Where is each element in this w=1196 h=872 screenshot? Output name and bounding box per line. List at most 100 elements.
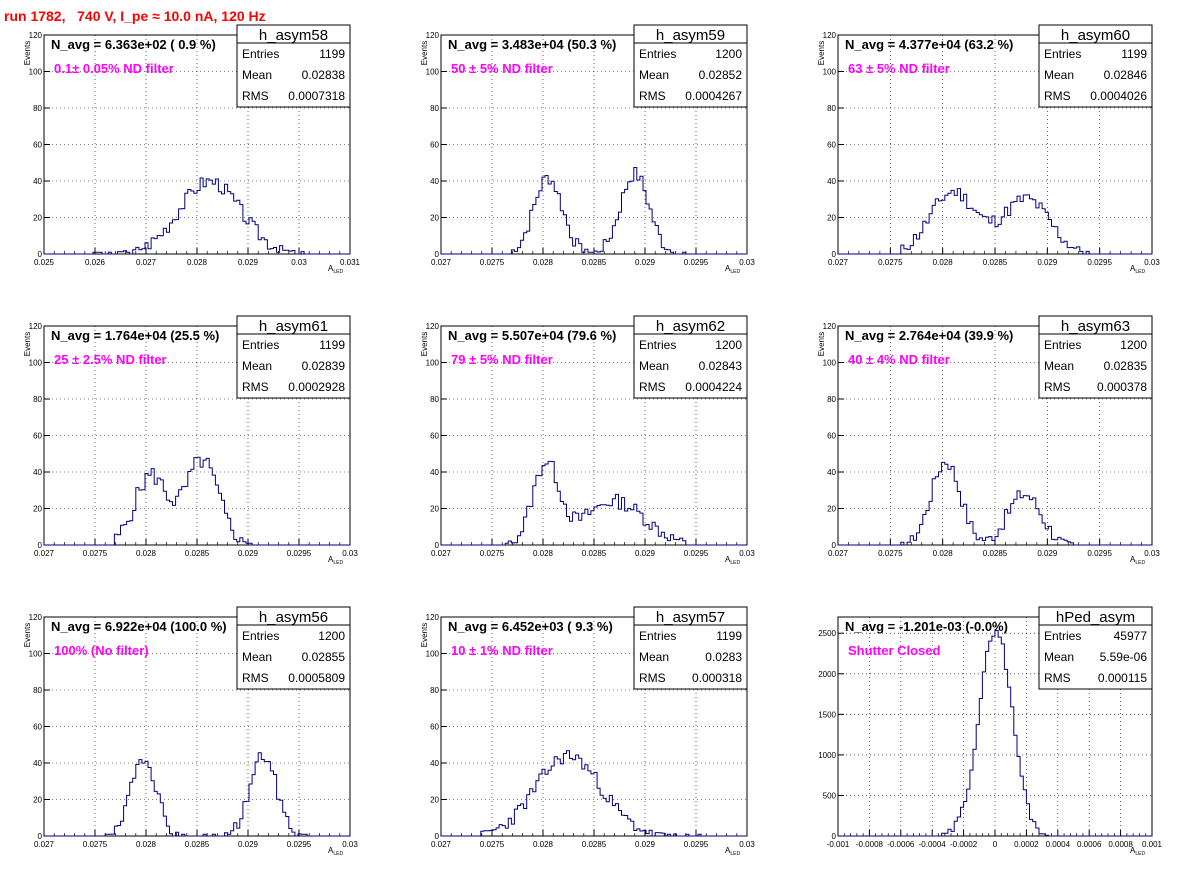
y-tick-label: 100 (29, 359, 43, 368)
stats-value: 0.0283 (705, 650, 742, 664)
y-tick-label: 20 (430, 796, 439, 805)
x-tick-label: 0.029 (1037, 549, 1058, 558)
x-tick-label: -0.001 (827, 840, 850, 849)
x-tick-label: 0.031 (340, 258, 361, 267)
y-tick-label: 0 (38, 250, 43, 259)
stats-label: Entries (242, 338, 279, 352)
x-tick-label: 0.029 (238, 840, 259, 849)
y-tick-label: 0 (832, 541, 837, 550)
stats-value: 0.000115 (1098, 671, 1147, 685)
x-tick-label: 0.0275 (480, 258, 505, 267)
stats-value: 0.02855 (302, 650, 346, 664)
y-tick-label: 60 (430, 723, 439, 732)
y-tick-label: 0 (832, 832, 837, 841)
y-tick-label: 20 (33, 505, 42, 514)
histogram-bars (838, 630, 1152, 837)
x-tick-label: 0.029 (238, 258, 259, 267)
stats-box (236, 24, 351, 108)
y-tick-label: 40 (33, 759, 42, 768)
stats-label: Entries (1044, 629, 1081, 643)
y-tick-label: 80 (430, 395, 439, 404)
stats-label: RMS (242, 671, 269, 685)
stats-label: Mean (1044, 359, 1074, 373)
y-tick-label: 120 (823, 31, 837, 40)
x-tick-label: 0.029 (635, 840, 656, 849)
y-tick-label: 100 (29, 650, 43, 659)
filter-annotation: 50 ± 5% ND filter (451, 61, 553, 76)
stats-box (1038, 24, 1153, 108)
stats-value: 5.59e-06 (1100, 650, 1148, 664)
y-tick-label: 120 (29, 31, 43, 40)
x-tick-label: 0.0285 (185, 840, 210, 849)
y-tick-label: 120 (426, 322, 440, 331)
y-tick-label: 120 (426, 613, 440, 622)
stats-value: 0.02843 (699, 359, 743, 373)
histogram-bars (838, 461, 1152, 546)
x-tick-label: 0.0295 (287, 840, 312, 849)
histogram-bars (44, 456, 350, 546)
stats-value: 0.0007318 (288, 89, 345, 103)
y-tick-label: 100 (29, 68, 43, 77)
stats-value: 1199 (319, 338, 345, 352)
x-tick-label: -0.0004 (919, 840, 947, 849)
y-tick-label: 40 (827, 468, 836, 477)
y-tick-label: 20 (33, 796, 42, 805)
histogram-name: h_asym63 (1061, 318, 1130, 335)
x-tick-label: 0.0285 (582, 258, 607, 267)
y-tick-label: 80 (430, 104, 439, 113)
y-tick-label: 100 (426, 359, 440, 368)
stats-value: 0.000378 (1097, 380, 1147, 394)
stats-value: 0.0002928 (288, 380, 345, 394)
x-tick-label: 0.0275 (878, 549, 903, 558)
stats-box (1038, 606, 1153, 690)
stats-value: 0.02852 (699, 68, 743, 82)
stats-value: 1199 (1121, 47, 1147, 61)
x-axis-label: ALED (725, 555, 740, 566)
stats-label: Mean (1044, 68, 1074, 82)
y-tick-label: 20 (430, 505, 439, 514)
x-tick-label: 0.028 (533, 840, 554, 849)
run-title: run 1782, 740 V, I_pe ≈ 10.0 nA, 120 Hz (4, 8, 266, 24)
y-tick-label: 0 (38, 541, 43, 550)
y-tick-label: 1500 (818, 710, 836, 719)
y-tick-label: 100 (823, 359, 837, 368)
stats-value: 1200 (715, 338, 742, 352)
stats-label: Entries (639, 629, 676, 643)
y-tick-label: 80 (827, 104, 836, 113)
histogram-name: h_asym60 (1061, 27, 1130, 44)
histogram-panel-hPed_asym: -0.001 -0.0008 -0.0006 -0.0004 -0.0002 0 0.000… (818, 606, 1163, 857)
y-tick-label: 80 (827, 395, 836, 404)
x-tick-label: -0.0008 (856, 840, 884, 849)
x-tick-label: 0.03 (1144, 258, 1160, 267)
x-tick-label: 0.029 (635, 549, 656, 558)
x-tick-label: -0.0002 (950, 840, 978, 849)
y-tick-label: 100 (426, 650, 440, 659)
x-tick-label: 0 (993, 840, 998, 849)
stats-label: RMS (242, 89, 269, 103)
stats-label: Mean (1044, 650, 1074, 664)
x-tick-label: -0.0006 (887, 840, 915, 849)
histogram-panel-h_asym61: 0.027 0.0275 0.028 0.0285 0.029 0.0295 0.03 0 20… (23, 315, 358, 566)
x-tick-label: 0.027 (828, 549, 849, 558)
stats-value: 1200 (715, 47, 742, 61)
y-tick-label: 0 (435, 832, 440, 841)
stats-value: 0.0004026 (1090, 89, 1147, 103)
stats-label: Mean (242, 359, 272, 373)
x-tick-label: 0.0275 (480, 840, 505, 849)
x-tick-label: 0.03 (739, 258, 755, 267)
stats-box (633, 24, 748, 108)
stats-label: Entries (242, 47, 279, 61)
stats-value: 1199 (319, 47, 345, 61)
y-tick-label: 40 (430, 468, 439, 477)
x-tick-label: 0.03 (739, 840, 755, 849)
stats-value: 0.02835 (1104, 359, 1148, 373)
x-tick-label: 0.028 (933, 258, 954, 267)
y-tick-label: 0 (435, 541, 440, 550)
x-tick-label: 0.0008 (1108, 840, 1133, 849)
stats-value: 0.000318 (692, 671, 742, 685)
y-tick-label: 40 (827, 177, 836, 186)
filter-annotation: 79 ± 5% ND filter (451, 352, 553, 367)
stats-label: RMS (639, 89, 666, 103)
stats-value: 1200 (318, 629, 345, 643)
stats-value: 0.02839 (302, 359, 346, 373)
